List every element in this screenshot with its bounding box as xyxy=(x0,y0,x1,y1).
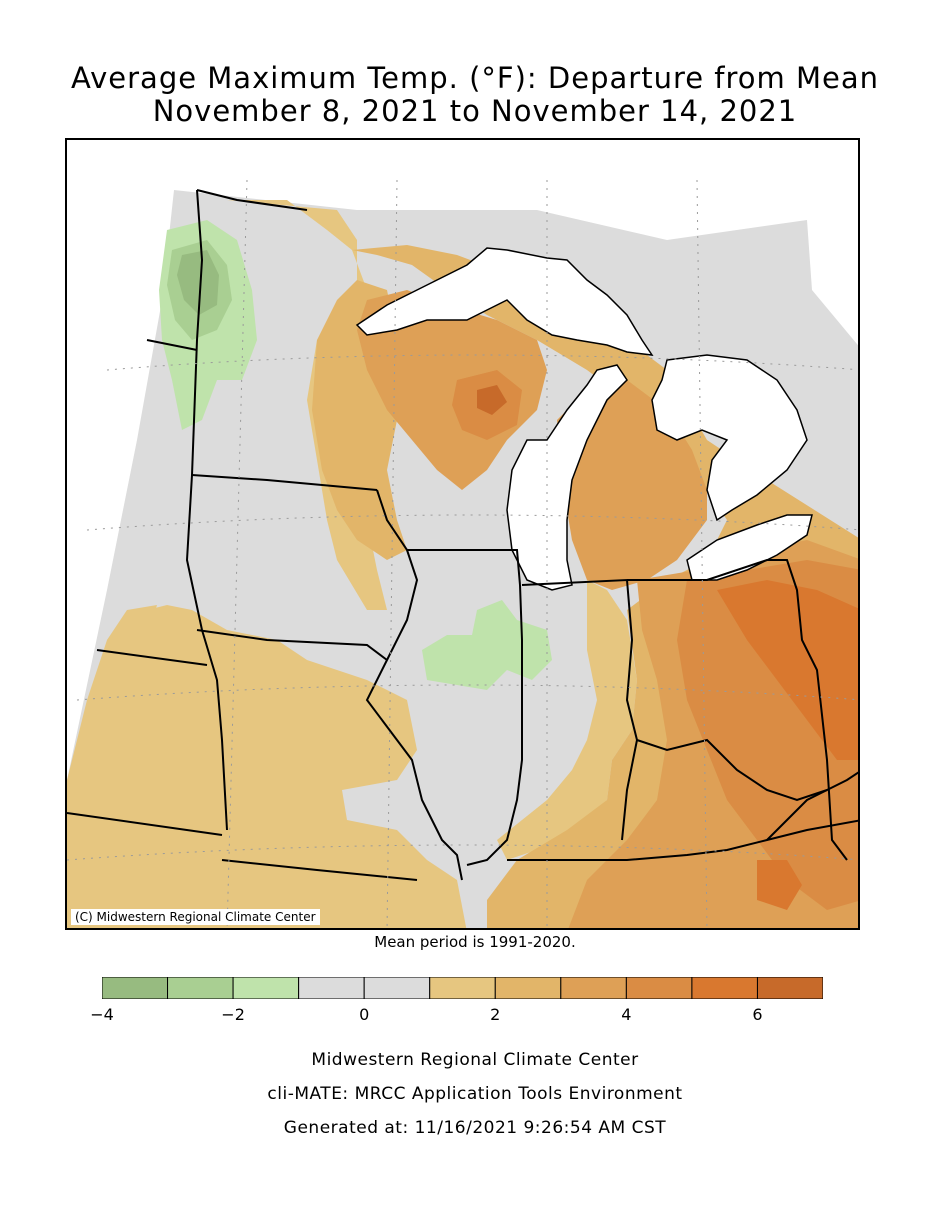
legend-tick-label: 4 xyxy=(621,1005,632,1024)
legend-bin xyxy=(560,977,627,999)
legend-tick-label: −2 xyxy=(221,1005,245,1024)
legend-bin xyxy=(494,977,562,999)
footer-organization: Midwestern Regional Climate Center xyxy=(311,1050,639,1070)
legend-bin xyxy=(102,977,169,999)
copyright-label: (C) Midwestern Regional Climate Center xyxy=(71,909,320,925)
anomaly-zone-6-7 xyxy=(477,385,507,415)
legend-bin xyxy=(363,977,431,999)
map-panel: (C) Midwestern Regional Climate Center xyxy=(65,138,860,930)
footer-tool: cli-MATE: MRCC Application Tools Environ… xyxy=(267,1084,683,1104)
legend-bin xyxy=(167,977,234,999)
legend-bin xyxy=(232,977,300,999)
legend-bin xyxy=(691,977,758,999)
mean-period-note: Mean period is 1991-2020. xyxy=(374,933,576,951)
anomaly-zone-3-4 xyxy=(357,290,547,490)
lake-huron xyxy=(651,354,808,522)
anomaly-zone-1-2-west-lobe xyxy=(107,605,157,650)
lake-superior xyxy=(355,247,654,356)
map-date-range: November 8, 2021 to November 14, 2021 xyxy=(152,94,798,128)
legend-bin xyxy=(756,977,823,999)
anomaly-zone-1-2-indiana xyxy=(497,580,637,860)
legend-bin xyxy=(298,977,365,999)
legend-bin xyxy=(625,977,693,999)
color-legend xyxy=(102,977,823,999)
anomaly-zone-minus2-minus1-il xyxy=(422,600,552,690)
map-canvas xyxy=(67,179,858,928)
map-title: Average Maximum Temp. (°F): Departure fr… xyxy=(70,61,880,95)
legend-tick-label: 2 xyxy=(490,1005,501,1024)
legend-tick-label: −4 xyxy=(90,1005,114,1024)
lake-michigan xyxy=(506,364,628,591)
legend-tick-label: 6 xyxy=(752,1005,763,1024)
state-boundaries xyxy=(67,189,858,881)
legend-bin xyxy=(429,977,496,999)
anomaly-zone-minus4-minus3 xyxy=(177,250,219,315)
anomaly-zone-5-6-ky xyxy=(757,860,802,910)
legend-bar xyxy=(102,977,823,999)
footer-generated-time: Generated at: 11/16/2021 9:26:54 AM CST xyxy=(283,1118,667,1138)
graticule xyxy=(67,179,858,928)
legend-tick-label: 0 xyxy=(359,1005,370,1024)
